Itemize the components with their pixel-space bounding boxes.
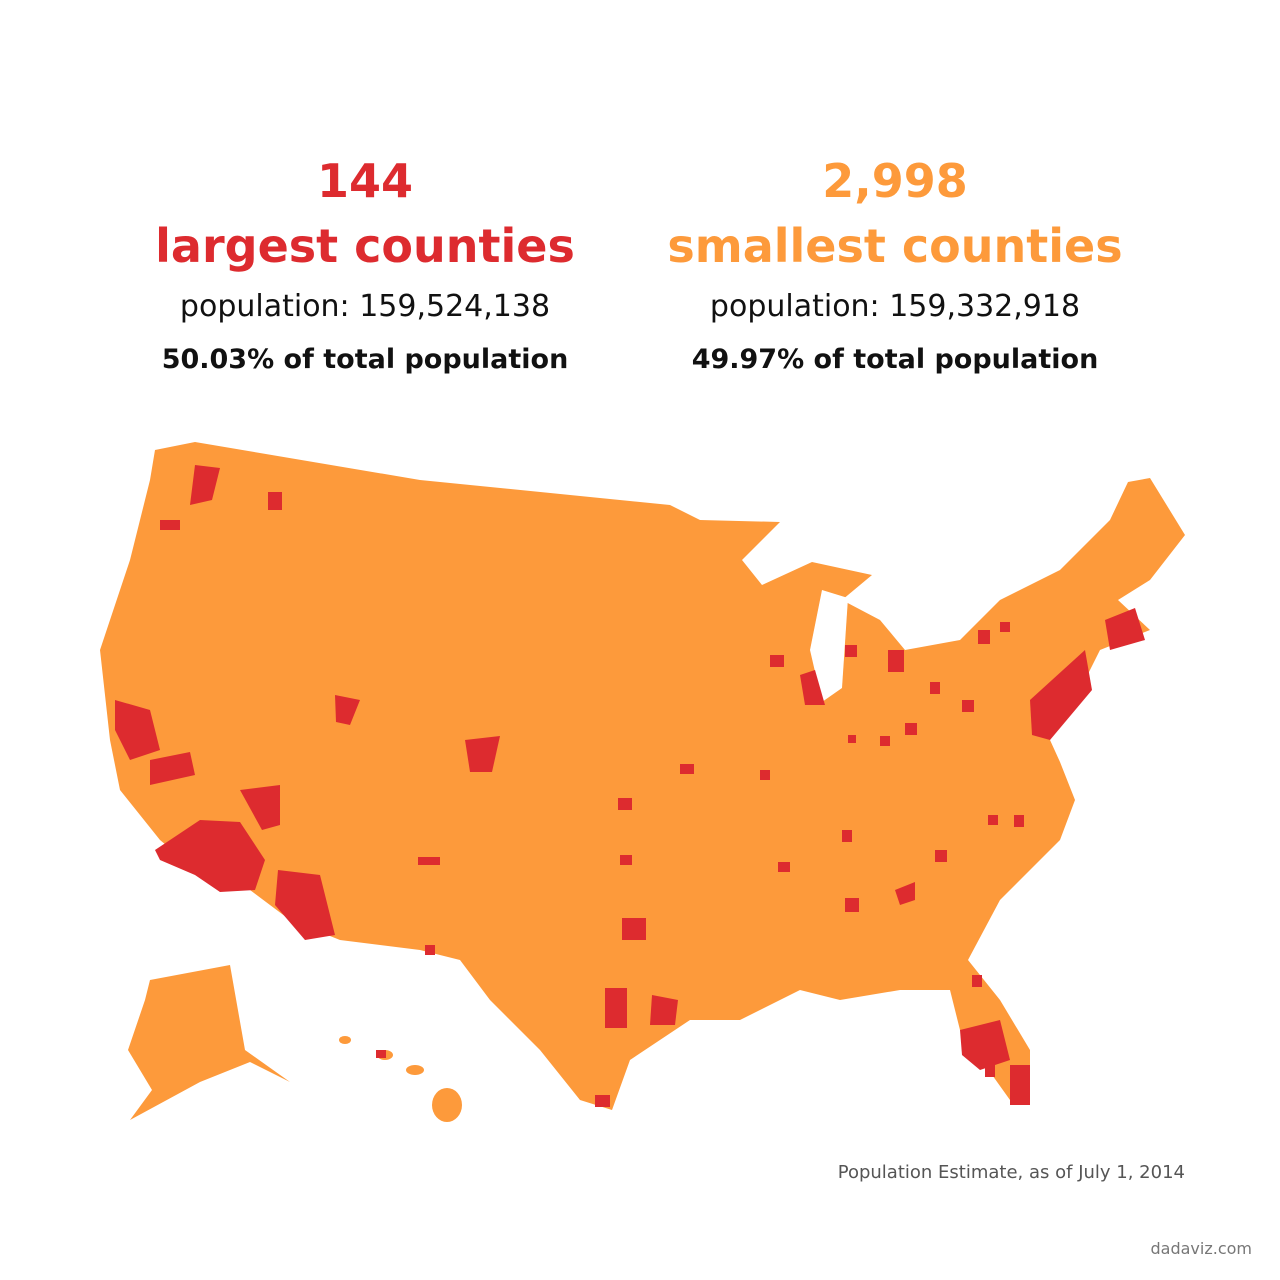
right-label: smallest counties	[667, 219, 1122, 273]
contiguous-us	[100, 442, 1185, 1110]
source-note: Population Estimate, as of July 1, 2014	[838, 1162, 1185, 1183]
us-map	[100, 442, 1185, 1122]
left-population: population: 159,524,138	[180, 289, 550, 324]
right-share: 49.97% of total population	[692, 344, 1099, 375]
right-population: population: 159,332,918	[710, 289, 1080, 324]
left-share: 50.03% of total population	[162, 344, 569, 375]
largest-counties	[115, 465, 1145, 1107]
lake-michigan	[810, 590, 848, 702]
left-count: 144	[317, 154, 413, 208]
alaska	[128, 965, 290, 1120]
credit: dadaviz.com	[1151, 1239, 1253, 1258]
right-count: 2,998	[822, 154, 968, 208]
hawaii	[339, 1036, 462, 1122]
left-label: largest counties	[155, 219, 575, 273]
